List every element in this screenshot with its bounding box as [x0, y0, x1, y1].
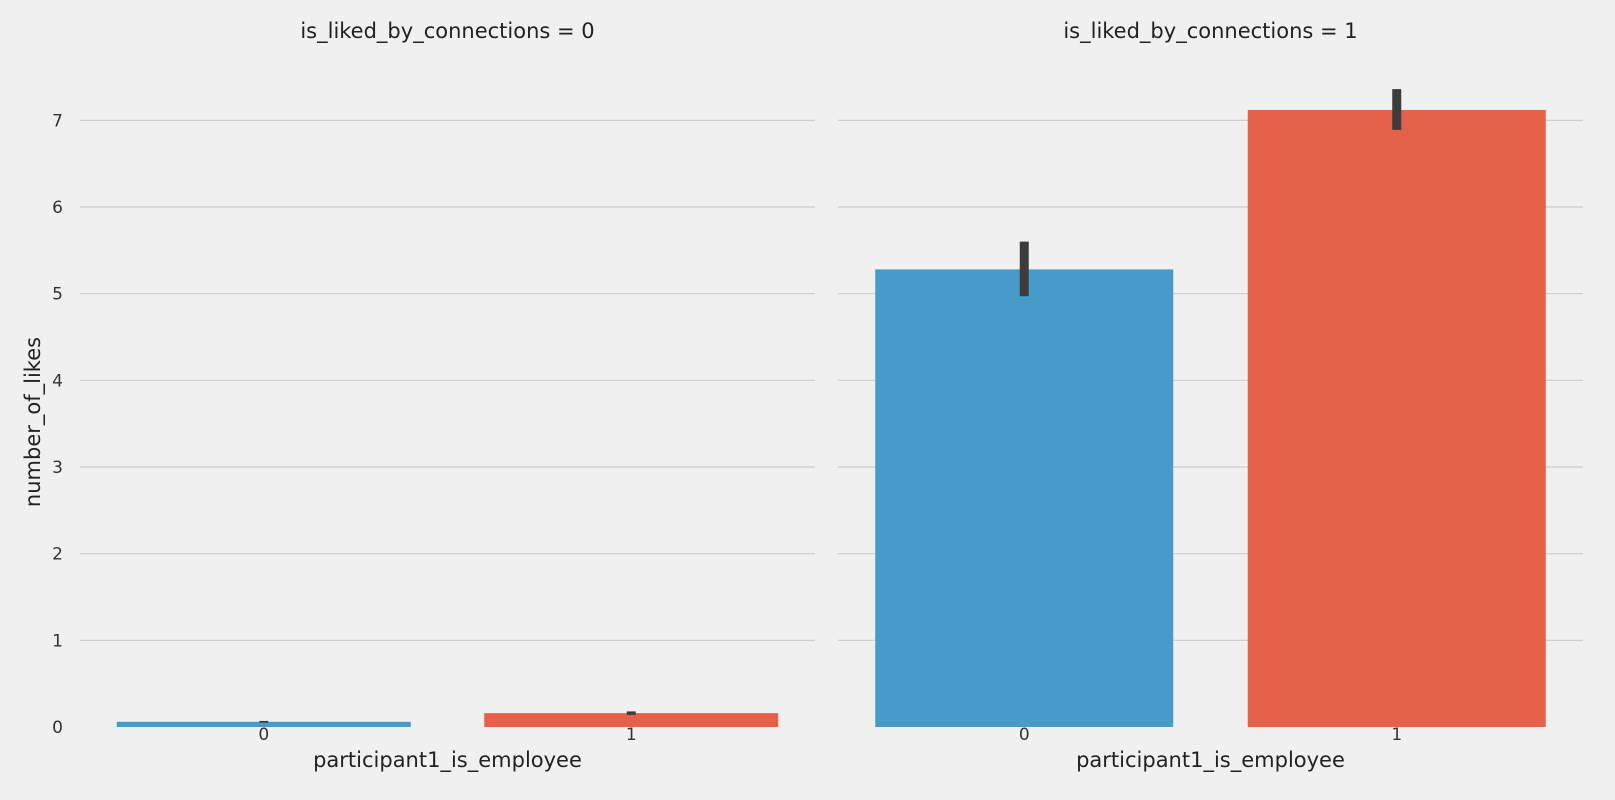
y-tick-label: 4 [52, 371, 63, 391]
bar-0 [875, 269, 1174, 727]
bar-0 [116, 721, 411, 727]
chart-panel-0: 0 1 2 3 4 5 6 7 0 1 is_liked_by_connections = 0 par… [21, 19, 815, 773]
x-axis-label: participant1_is_employee [313, 748, 582, 773]
y-tick-label: 2 [52, 545, 63, 565]
x-tick-label: 0 [1019, 725, 1030, 745]
x-tick-label: 1 [626, 725, 637, 745]
y-tick-label: 7 [52, 111, 63, 131]
bar-1 [484, 713, 779, 727]
y-tick-label: 1 [52, 631, 63, 651]
bar-1 [1247, 109, 1546, 727]
y-tick-label: 5 [52, 285, 63, 305]
y-tick-label: 0 [52, 718, 63, 738]
y-axis-label: number_of_likes [21, 337, 46, 507]
x-axis-label: participant1_is_employee [1076, 748, 1345, 773]
chart-panel-1: 0 1 is_liked_by_connections = 1 participant… [838, 19, 1583, 773]
x-tick-label: 1 [1391, 725, 1402, 745]
panel-title: is_liked_by_connections = 0 [300, 19, 594, 44]
x-tick-label: 0 [258, 725, 269, 745]
panel-title: is_liked_by_connections = 1 [1063, 19, 1357, 44]
y-tick-label: 6 [52, 198, 63, 218]
y-tick-label: 3 [52, 458, 63, 478]
